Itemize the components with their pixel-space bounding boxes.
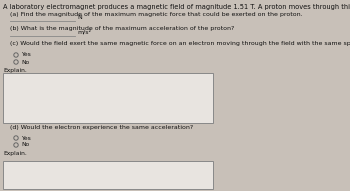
Text: (a) Find the magnitude of the maximum magnetic force that could be exerted on th: (a) Find the magnitude of the maximum ma…: [10, 12, 303, 17]
Text: m/s²: m/s²: [77, 29, 91, 35]
Text: No: No: [21, 60, 29, 65]
Text: A laboratory electromagnet produces a magnetic field of magnitude 1.51 T. A prot: A laboratory electromagnet produces a ma…: [3, 3, 350, 10]
Text: N: N: [77, 15, 82, 20]
Text: No: No: [21, 142, 29, 147]
Bar: [3, 161, 213, 189]
Bar: [3, 73, 213, 123]
Text: Yes: Yes: [21, 135, 31, 141]
Text: (b) What is the magnitude of the maximum acceleration of the proton?: (b) What is the magnitude of the maximum…: [10, 26, 234, 31]
Text: Explain.: Explain.: [3, 68, 27, 73]
Text: (c) Would the field exert the same magnetic force on an electron moving through : (c) Would the field exert the same magne…: [10, 41, 350, 46]
Text: Yes: Yes: [21, 53, 31, 57]
Text: Explain.: Explain.: [3, 151, 27, 156]
Text: (d) Would the electron experience the same acceleration?: (d) Would the electron experience the sa…: [10, 125, 193, 130]
